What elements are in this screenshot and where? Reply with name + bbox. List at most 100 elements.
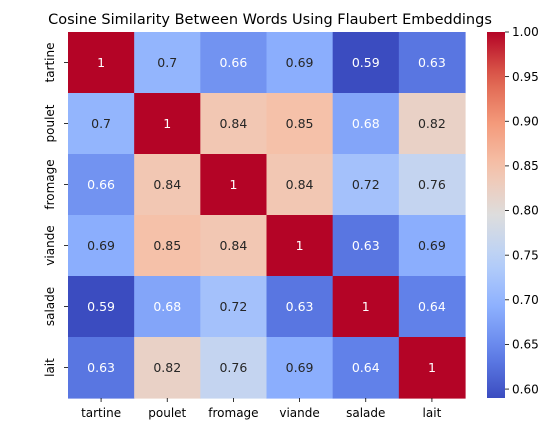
heatmap-cell [332, 337, 400, 399]
cell-annotation: 0.64 [418, 299, 446, 314]
cell-annotation: 0.84 [219, 238, 247, 253]
heatmap-cell [398, 215, 466, 277]
x-tick-label: poulet [148, 406, 186, 420]
cell-annotation: 1 [163, 116, 171, 131]
heatmap-cell [68, 93, 135, 155]
x-axis: tartine poulet fromage viande salade lait [81, 398, 442, 420]
heatmap-cell [134, 32, 201, 94]
heatmap-cell [332, 154, 400, 216]
cell-annotation: 0.63 [87, 360, 115, 375]
heatmap-cell [266, 276, 334, 338]
heatmap-cell [68, 337, 135, 399]
y-tick-label: tartine [43, 42, 57, 82]
heatmap-cell [134, 337, 201, 399]
cell-annotation: 0.82 [153, 360, 181, 375]
chart-title: Cosine Similarity Between Words Using Fl… [48, 12, 492, 28]
cell-annotation: 0.76 [219, 360, 247, 375]
heatmap-cell [266, 337, 334, 399]
cell-annotation: 0.68 [153, 299, 181, 314]
cell-annotation: 0.63 [352, 238, 380, 253]
y-tick-label: lait [43, 358, 57, 377]
colorbar-tick-label: 0.85 [512, 159, 539, 173]
cell-annotation: 0.69 [87, 238, 115, 253]
cell-annotation: 0.68 [352, 116, 380, 131]
heatmap-cell [200, 93, 268, 155]
colorbar: 0.60 0.65 0.70 0.75 0.80 0.85 0.90 0.95 1.00 [487, 25, 539, 398]
cell-annotation: 1 [362, 299, 370, 314]
colorbar-tick-label: 0.75 [512, 248, 539, 262]
x-tick-label: lait [423, 406, 442, 420]
heatmap-cell [68, 32, 135, 94]
heatmap-cell [134, 276, 201, 338]
colorbar-tick-label: 0.80 [512, 204, 539, 218]
heatmap-cell [266, 93, 334, 155]
heatmap-cell [332, 93, 400, 155]
heatmap-cell [200, 337, 268, 399]
heatmap-cells [68, 32, 466, 399]
cell-annotation: 1 [229, 177, 237, 192]
cell-annotation: 0.59 [87, 299, 115, 314]
cell-annotation: 1 [97, 55, 105, 70]
cell-annotation: 0.85 [286, 116, 314, 131]
y-axis: tartine poulet fromage viande salade lait [43, 42, 68, 377]
cell-annotation: 0.59 [352, 55, 380, 70]
cell-annotation: 0.85 [153, 238, 181, 253]
heatmap-cell [200, 32, 268, 94]
colorbar-tick-label: 1.00 [512, 25, 539, 39]
colorbar-tick-label: 0.70 [512, 293, 539, 307]
heatmap-cell [266, 215, 334, 277]
cell-annotation: 1 [296, 238, 304, 253]
heatmap-cell [398, 93, 466, 155]
heatmap-cell [68, 276, 135, 338]
cell-annotation: 0.66 [87, 177, 115, 192]
cell-annotation: 0.7 [91, 116, 111, 131]
heatmap-cell [134, 215, 201, 277]
cell-annotation: 0.84 [219, 116, 247, 131]
cell-annotation: 0.69 [286, 360, 314, 375]
heatmap-cell [398, 154, 466, 216]
heatmap-cell [398, 276, 466, 338]
colorbar-tick-label: 0.95 [512, 70, 539, 84]
cell-annotation: 0.66 [219, 55, 247, 70]
cell-annotation: 0.69 [286, 55, 314, 70]
cell-annotation: 0.76 [418, 177, 446, 192]
cell-annotation: 0.69 [418, 238, 446, 253]
cell-annotation: 0.63 [418, 55, 446, 70]
cell-annotation: 0.63 [286, 299, 314, 314]
heatmap-annotations: 1 0.7 0.66 0.69 0.59 0.63 0.7 1 0.84 0.85 0.68 0.82… [87, 55, 446, 375]
heatmap-cell [398, 337, 466, 399]
colorbar-tick-label: 0.90 [512, 114, 539, 128]
cell-annotation: 0.72 [219, 299, 247, 314]
y-tick-label: viande [43, 225, 57, 265]
heatmap-cell [200, 215, 268, 277]
cell-annotation: 0.84 [286, 177, 314, 192]
heatmap-cell [134, 93, 201, 155]
heatmap-cell [134, 154, 201, 216]
cell-annotation: 1 [428, 360, 436, 375]
y-tick-label: fromage [43, 159, 57, 209]
heatmap-cell [332, 32, 400, 94]
cell-annotation: 0.64 [352, 360, 380, 375]
heatmap-cell [68, 215, 135, 277]
heatmap-cell [200, 154, 268, 216]
x-tick-label: fromage [208, 406, 258, 420]
heatmap-cell [266, 32, 334, 94]
y-tick-label: poulet [43, 104, 57, 142]
cell-annotation: 0.82 [418, 116, 446, 131]
heatmap-cell [200, 276, 268, 338]
heatmap-cell [68, 154, 135, 216]
y-tick-label: salade [43, 287, 57, 326]
cell-annotation: 0.7 [157, 55, 177, 70]
heatmap-cell [398, 32, 466, 94]
colorbar-tick-label: 0.60 [512, 382, 539, 396]
cell-annotation: 0.72 [352, 177, 380, 192]
colorbar-gradient [487, 32, 505, 398]
heatmap-cell [266, 154, 334, 216]
x-tick-label: viande [279, 406, 319, 420]
x-tick-label: salade [346, 406, 385, 420]
heatmap-cell [332, 276, 400, 338]
x-tick-label: tartine [81, 406, 121, 420]
heatmap-cell [332, 215, 400, 277]
